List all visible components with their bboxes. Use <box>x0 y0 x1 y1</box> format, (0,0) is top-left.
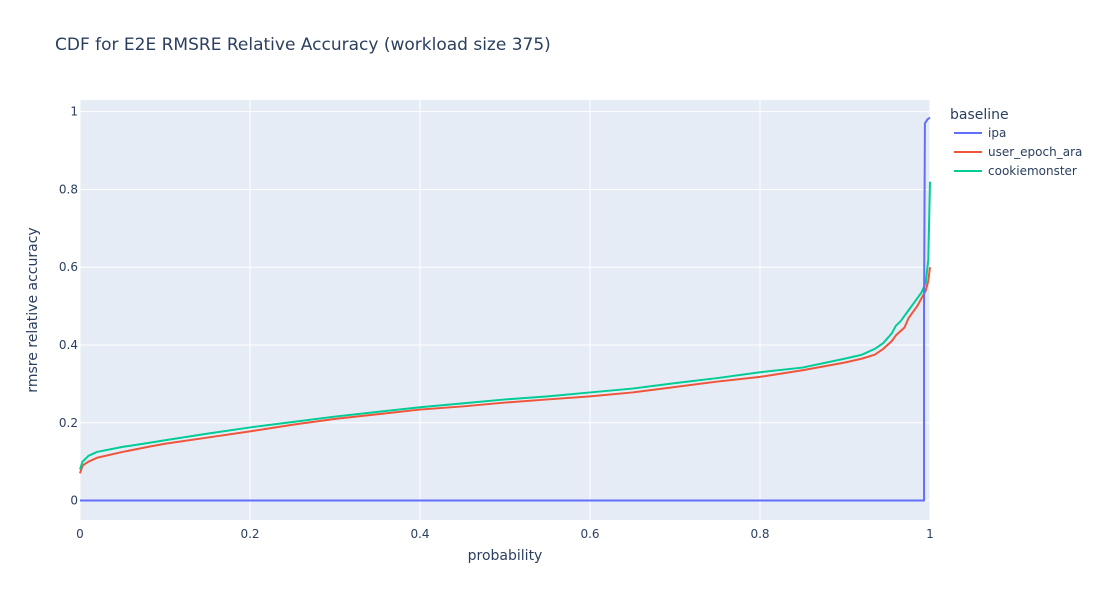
x-axis-label: probability <box>468 548 543 564</box>
y-tick-label: 1 <box>70 105 78 119</box>
x-tick-label: 0.4 <box>410 527 429 541</box>
legend-item-user-epoch-ara[interactable]: user_epoch_ara <box>954 145 1082 159</box>
legend-label: ipa <box>988 126 1006 140</box>
y-tick-label: 0.2 <box>59 416 78 430</box>
x-tick-label: 1 <box>926 527 934 541</box>
plot-background <box>80 100 930 520</box>
legend: baseline ipa user_epoch_ara cookiemonster <box>950 107 1082 178</box>
x-tick-label: 0.8 <box>750 527 769 541</box>
legend-item-ipa[interactable]: ipa <box>954 126 1006 140</box>
y-tick-labels: 0 0.2 0.4 0.6 0.8 1 <box>59 105 78 508</box>
legend-label: cookiemonster <box>988 164 1077 178</box>
series-line-ipa <box>80 116 931 502</box>
y-tick-label: 0.8 <box>59 182 78 196</box>
legend-item-cookiemonster[interactable]: cookiemonster <box>954 164 1077 178</box>
series-line-user-epoch-ara <box>79 267 931 474</box>
legend-label: user_epoch_ara <box>988 145 1082 159</box>
y-tick-label: 0.6 <box>59 260 78 274</box>
x-tick-label: 0.2 <box>240 527 259 541</box>
y-axis-label: rmsre relative accuracy <box>25 227 41 392</box>
series-layer <box>79 116 931 502</box>
chart-title: CDF for E2E RMSRE Relative Accuracy (wor… <box>55 35 551 55</box>
legend-title: baseline <box>950 107 1009 123</box>
x-tick-label: 0.6 <box>580 527 599 541</box>
series-line-cookiemonster <box>79 181 931 470</box>
x-tick-labels: 0 0.2 0.4 0.6 0.8 1 <box>76 527 934 541</box>
y-tick-label: 0.4 <box>59 338 78 352</box>
x-tick-label: 0 <box>76 527 84 541</box>
y-tick-label: 0 <box>70 494 78 508</box>
